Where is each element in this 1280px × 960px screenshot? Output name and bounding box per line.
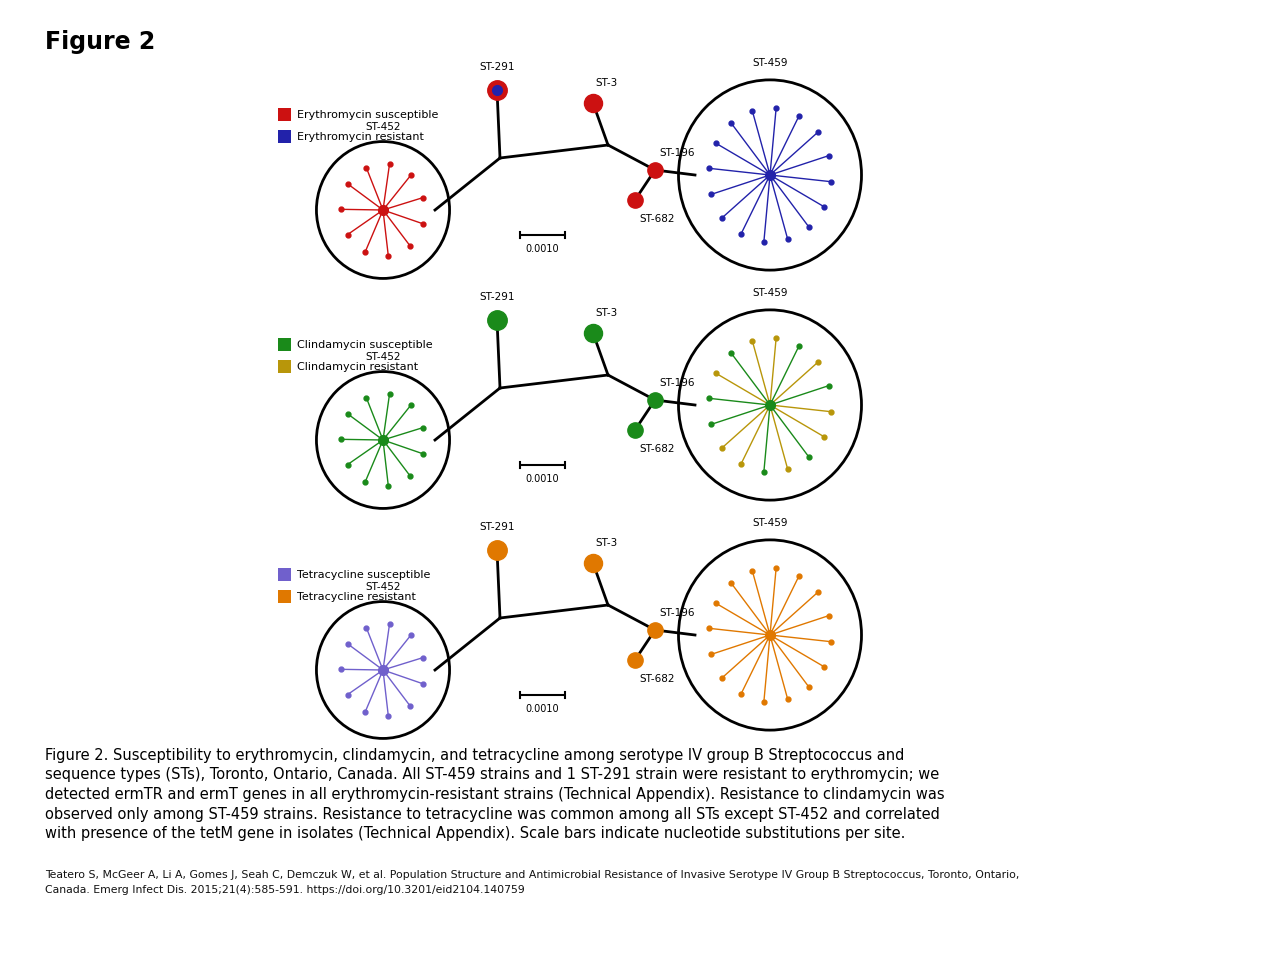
Text: ST-452: ST-452 [365, 351, 401, 362]
Text: ST-3: ST-3 [596, 78, 618, 88]
Bar [278, 568, 291, 581]
Text: Tetracycline resistant: Tetracycline resistant [297, 591, 416, 602]
Text: Canada. Emerg Infect Dis. 2015;21(4):585-591. https://doi.org/10.3201/eid2104.14: Canada. Emerg Infect Dis. 2015;21(4):585… [45, 885, 525, 895]
Text: ST-452: ST-452 [365, 582, 401, 591]
Text: ST-682: ST-682 [639, 444, 675, 454]
Text: ST-196: ST-196 [659, 378, 695, 388]
Text: ST-682: ST-682 [639, 214, 675, 224]
Text: ST-682: ST-682 [639, 674, 675, 684]
Text: Tetracycline susceptible: Tetracycline susceptible [297, 569, 430, 580]
Bar [278, 590, 291, 603]
Text: 0.0010: 0.0010 [526, 704, 559, 714]
Text: 0.0010: 0.0010 [526, 244, 559, 254]
Text: Clindamycin resistant: Clindamycin resistant [297, 362, 419, 372]
Text: ST-3: ST-3 [596, 538, 618, 548]
Text: Teatero S, McGeer A, Li A, Gomes J, Seah C, Demczuk W, et al. Population Structu: Teatero S, McGeer A, Li A, Gomes J, Seah… [45, 870, 1019, 880]
Text: detected ermTR and ermT genes in all erythromycin-resistant strains (Technical A: detected ermTR and ermT genes in all ery… [45, 787, 945, 802]
Text: ST-291: ST-291 [479, 62, 515, 72]
Text: Clindamycin susceptible: Clindamycin susceptible [297, 340, 433, 349]
Text: ST-291: ST-291 [479, 292, 515, 302]
Text: with presence of the tetM gene in isolates (Technical Appendix). Scale bars indi: with presence of the tetM gene in isolat… [45, 826, 905, 841]
Text: Figure 2. Susceptibility to erythromycin, clindamycin, and tetracycline among se: Figure 2. Susceptibility to erythromycin… [45, 748, 905, 763]
Text: Erythromycin resistant: Erythromycin resistant [297, 132, 424, 141]
Text: ST-3: ST-3 [596, 308, 618, 318]
Text: ST-196: ST-196 [659, 608, 695, 618]
Bar [278, 360, 291, 373]
Bar [278, 338, 291, 351]
Text: ST-452: ST-452 [365, 122, 401, 132]
Text: Erythromycin susceptible: Erythromycin susceptible [297, 109, 438, 119]
Text: ST-196: ST-196 [659, 148, 695, 158]
Text: 0.0010: 0.0010 [526, 474, 559, 484]
Text: ST-291: ST-291 [479, 522, 515, 532]
Bar [278, 108, 291, 121]
Text: ST-459: ST-459 [753, 59, 787, 68]
Text: sequence types (STs), Toronto, Ontario, Canada. All ST-459 strains and 1 ST-291 : sequence types (STs), Toronto, Ontario, … [45, 767, 940, 782]
Bar [278, 130, 291, 143]
Text: Figure 2: Figure 2 [45, 30, 155, 54]
Text: ST-459: ST-459 [753, 518, 787, 528]
Text: ST-459: ST-459 [753, 288, 787, 299]
Text: observed only among ST-459 strains. Resistance to tetracycline was common among : observed only among ST-459 strains. Resi… [45, 806, 940, 822]
